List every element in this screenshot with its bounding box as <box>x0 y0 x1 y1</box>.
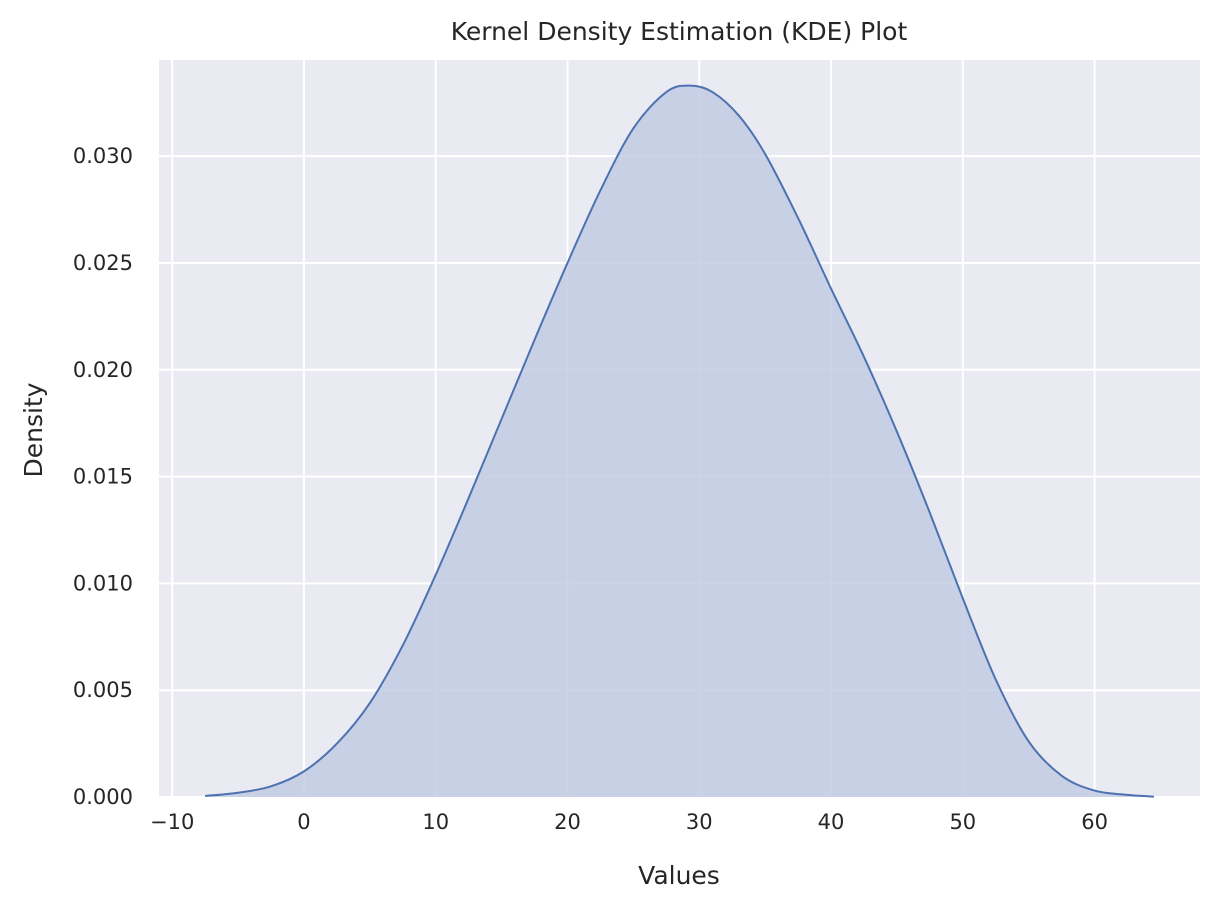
y-axis-label: Density <box>19 382 48 477</box>
y-tick-label: 0.005 <box>73 678 133 702</box>
x-tick-labels: −10 0 10 20 30 40 50 60 <box>150 810 1108 834</box>
x-axis-label: Values <box>638 861 720 890</box>
x-tick-label: 60 <box>1081 810 1108 834</box>
y-tick-label: 0.025 <box>73 251 133 275</box>
y-tick-label: 0.030 <box>73 144 133 168</box>
x-tick-label: 30 <box>686 810 713 834</box>
chart-title: Kernel Density Estimation (KDE) Plot <box>451 17 908 46</box>
y-tick-label: 0.000 <box>73 785 133 809</box>
y-tick-labels: 0.000 0.005 0.010 0.015 0.020 0.025 0.030 <box>73 144 133 809</box>
x-tick-label: 0 <box>297 810 310 834</box>
x-tick-label: 20 <box>554 810 581 834</box>
y-tick-label: 0.020 <box>73 358 133 382</box>
y-tick-label: 0.015 <box>73 465 133 489</box>
x-tick-label: 10 <box>422 810 449 834</box>
x-tick-label: 50 <box>949 810 976 834</box>
y-tick-label: 0.010 <box>73 571 133 595</box>
x-tick-label: 40 <box>818 810 845 834</box>
x-tick-label: −10 <box>150 810 194 834</box>
